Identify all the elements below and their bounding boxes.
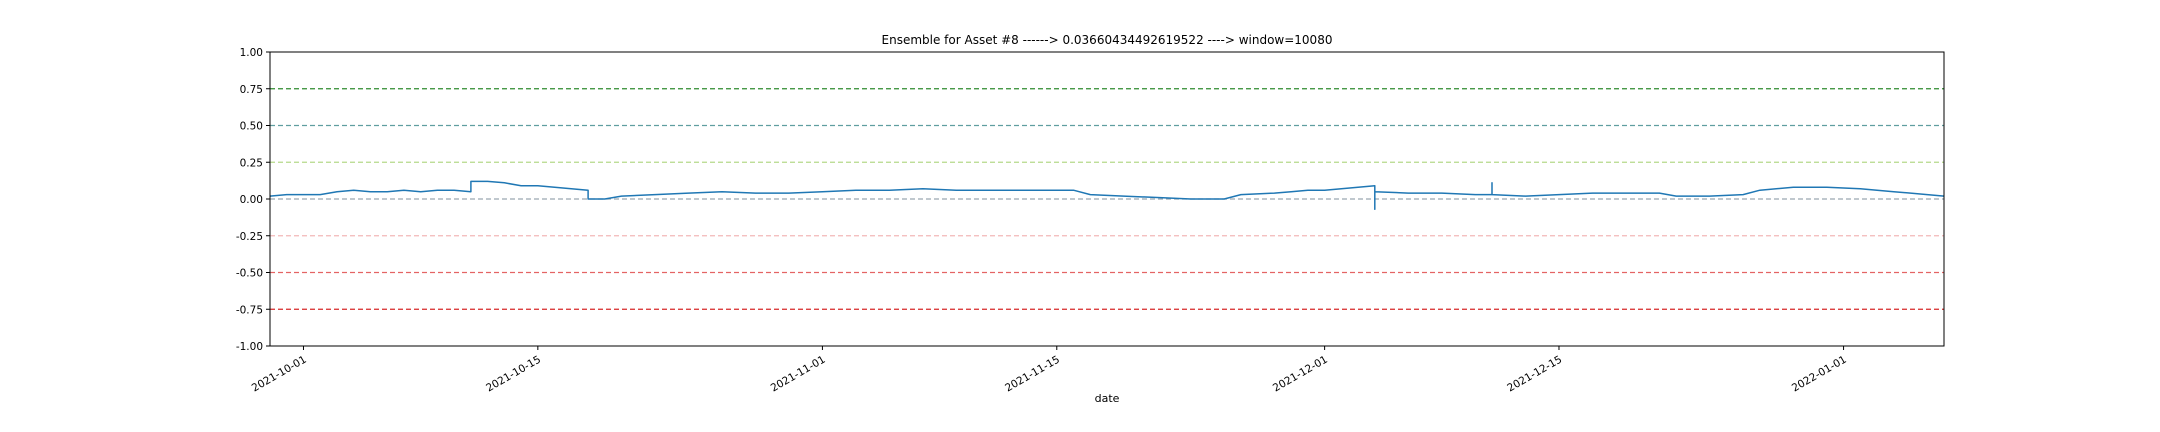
x-tick-label-1: 2021-10-15 bbox=[484, 354, 543, 395]
y-tick-label-0: -1.00 bbox=[236, 341, 263, 353]
x-tick-label-0: 2021-10-01 bbox=[250, 354, 309, 395]
x-tick-label-5: 2021-12-15 bbox=[1505, 354, 1564, 395]
reference-lines bbox=[270, 88, 1944, 310]
y-axis: -1.00 -0.75 -0.50 -0.25 0.00 0.25 0.50 0.75 1.00 bbox=[236, 47, 270, 353]
x-tick-label-6: 2022-01-01 bbox=[1790, 354, 1849, 395]
chart-title: Ensemble for Asset #8 ------> 0.03660434… bbox=[882, 33, 1333, 47]
series-layer bbox=[269, 180, 1945, 211]
y-tick-label-4: 0.00 bbox=[240, 194, 263, 206]
y-tick-label-3: -0.25 bbox=[236, 231, 263, 243]
x-axis-label: date bbox=[1095, 392, 1120, 405]
y-tick-label-7: 0.75 bbox=[240, 84, 263, 96]
y-tick-label-1: -0.75 bbox=[236, 304, 263, 316]
x-tick-label-3: 2021-11-15 bbox=[1003, 354, 1062, 395]
y-tick-label-5: 0.25 bbox=[240, 157, 263, 169]
y-tick-label-2: -0.50 bbox=[236, 268, 263, 280]
y-tick-label-8: 1.00 bbox=[240, 47, 263, 59]
x-tick-label-2: 2021-11-01 bbox=[769, 354, 828, 395]
x-tick-label-4: 2021-12-01 bbox=[1271, 354, 1330, 395]
y-tick-label-6: 0.50 bbox=[240, 121, 263, 133]
series-line-0 bbox=[269, 180, 1945, 211]
x-axis: 2021-10-01 2021-10-15 2021-11-01 2021-11-15… bbox=[250, 346, 1849, 394]
